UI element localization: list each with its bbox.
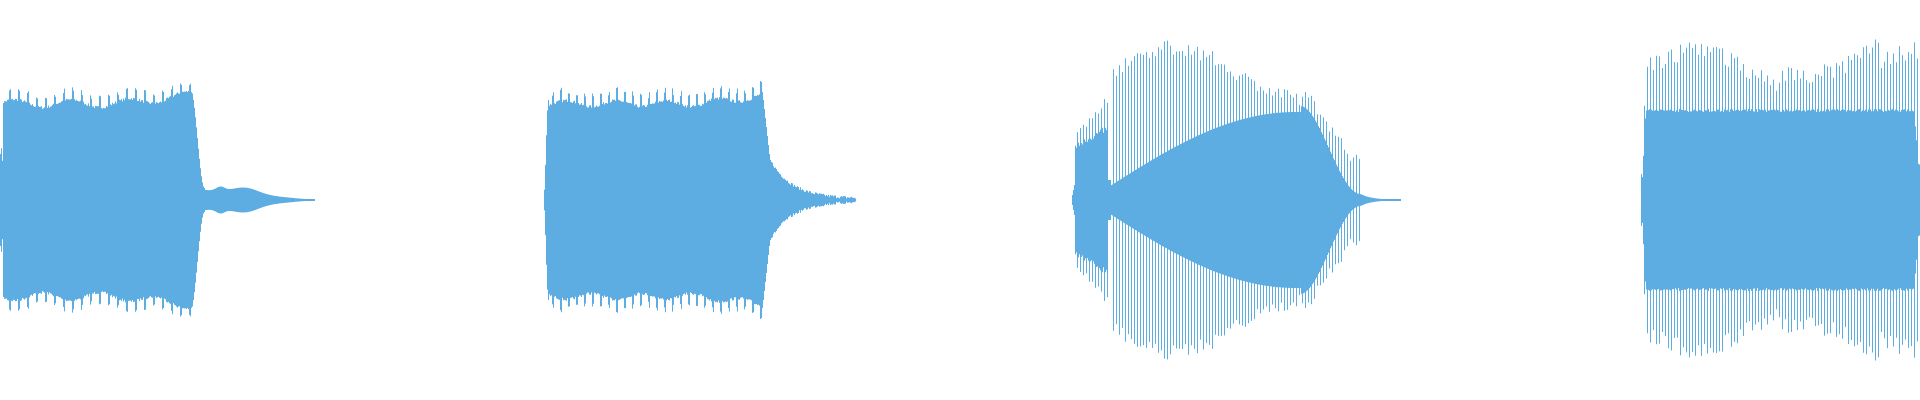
waveform-3 (1072, 40, 1401, 360)
waveform-1 (0, 83, 315, 317)
waveform-4 (1641, 39, 1920, 361)
waveform-2 (544, 81, 856, 319)
